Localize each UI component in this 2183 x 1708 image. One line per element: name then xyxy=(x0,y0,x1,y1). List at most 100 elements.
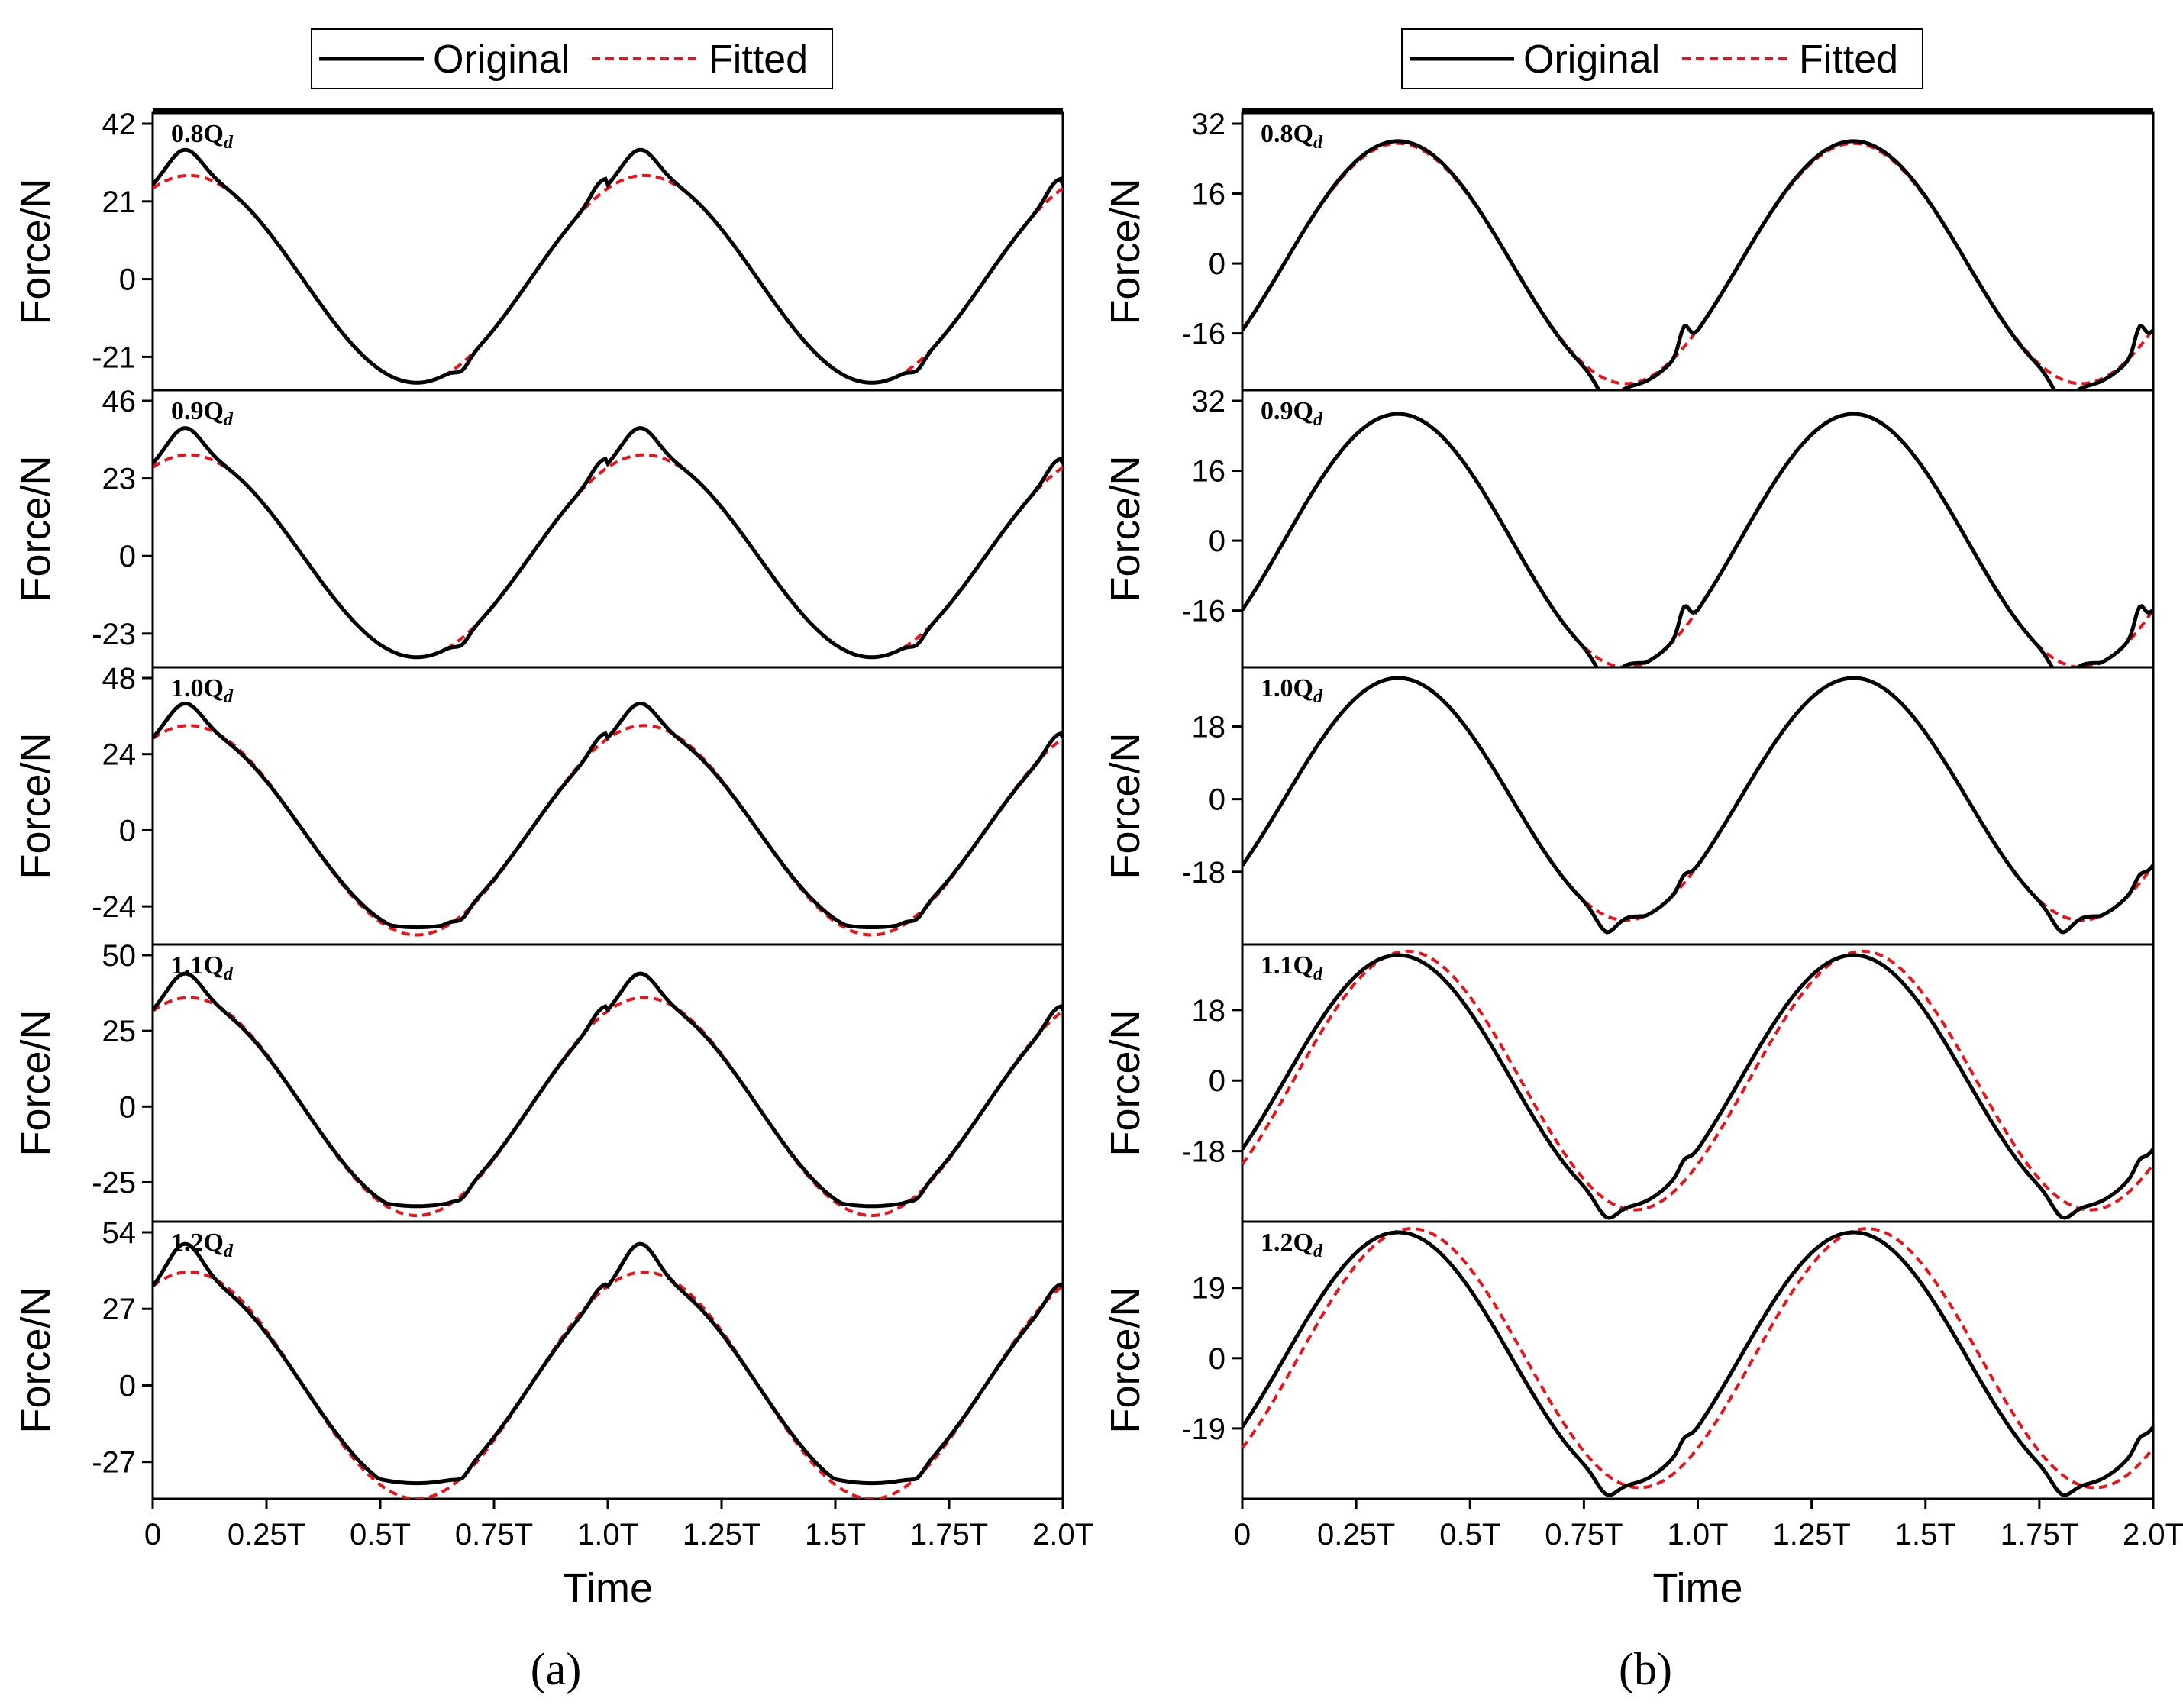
y-tick-label: -23 xyxy=(92,618,136,651)
panel-a-2: -24 0 24 48 Force/N 1.0Qd xyxy=(13,662,1064,946)
y-tick-label: -18 xyxy=(1181,856,1226,890)
panel-label: 0.8Qd xyxy=(1261,120,1323,153)
y-axis-title: Force/N xyxy=(1103,732,1148,879)
y-tick-label: 42 xyxy=(102,108,137,141)
y-axis-title: Force/N xyxy=(13,732,59,879)
x-tick-label: 0.5T xyxy=(350,1518,411,1551)
fitted-series xyxy=(1242,676,2153,922)
chart-b: -16 0 16 32 Force/N 0.8Qd -16 0 16 32 Force/N 0.9Qd… xyxy=(1103,108,2183,1611)
x-tick-label: 0.25T xyxy=(228,1518,305,1551)
y-tick-label: 23 xyxy=(102,463,137,496)
legend-b-original-label: Original xyxy=(1523,37,1660,82)
y-axis-title: Force/N xyxy=(13,1009,59,1156)
original-series xyxy=(1242,676,2153,935)
y-tick-label: 27 xyxy=(102,1293,137,1326)
y-tick-label: 0 xyxy=(119,540,136,573)
original-series xyxy=(1242,953,2153,1220)
y-tick-label: 0 xyxy=(1209,783,1226,817)
panel-label-subscript: d xyxy=(1313,687,1323,707)
legend-a-fitted-label: Fitted xyxy=(709,37,808,82)
y-tick-label: -27 xyxy=(92,1446,136,1480)
figure-label-b: (b) xyxy=(1619,1644,1672,1694)
panel-label: 1.1Qd xyxy=(171,951,234,984)
panel-label-subscript: d xyxy=(224,133,234,153)
x-tick-label: 0.5T xyxy=(1439,1518,1500,1551)
x-tick-label: 1.0T xyxy=(577,1518,638,1551)
y-axis-title: Force/N xyxy=(1103,455,1148,602)
panel-frame xyxy=(1241,111,2155,392)
panel-frame xyxy=(151,1220,1064,1500)
x-tick-label: 1.5T xyxy=(805,1518,866,1551)
figure-label-a: (a) xyxy=(531,1644,582,1694)
panel-label: 0.8Qd xyxy=(171,120,234,153)
x-axis-title: Time xyxy=(563,1565,653,1611)
fitted-series xyxy=(1242,412,2153,667)
original-series xyxy=(153,426,1063,660)
y-tick-label: 16 xyxy=(1192,178,1226,211)
y-tick-label: -24 xyxy=(92,890,136,924)
y-axis-title: Force/N xyxy=(1103,1287,1148,1433)
panel-a-3: -25 0 25 50 Force/N 1.1Qd xyxy=(13,939,1064,1223)
y-tick-label: 24 xyxy=(102,738,137,772)
panel-frame xyxy=(1241,666,2155,946)
panel-label: 1.0Qd xyxy=(171,674,234,707)
original-series xyxy=(1242,1230,2153,1497)
x-tick-label: 0.75T xyxy=(455,1518,533,1551)
original-series xyxy=(153,1241,1063,1486)
y-tick-label: -16 xyxy=(1181,595,1226,628)
panel-label-subscript: d xyxy=(1313,133,1323,153)
y-tick-label: -18 xyxy=(1181,1135,1226,1169)
y-tick-label: 21 xyxy=(102,186,137,219)
panel-label-subscript: d xyxy=(224,410,234,430)
legend-b-fitted-label: Fitted xyxy=(1799,37,1898,82)
y-tick-label: 19 xyxy=(1192,1272,1226,1306)
y-axis-title: Force/N xyxy=(1103,178,1148,324)
x-tick-label: 1.5T xyxy=(1895,1518,1956,1551)
panel-frame xyxy=(151,389,1064,669)
panel-b-1: -16 0 16 32 Force/N 0.9Qd xyxy=(1103,385,2155,669)
panel-frame xyxy=(151,943,1064,1223)
y-tick-label: 0 xyxy=(1209,1342,1226,1376)
chart-a-top-border xyxy=(153,108,1063,113)
y-tick-label: 54 xyxy=(102,1216,137,1250)
original-series xyxy=(153,701,1063,930)
legend-b: Original Fitted xyxy=(1401,28,1923,89)
panel-b-4: -19 0 19 Force/N 1.2Qd xyxy=(1103,1220,2155,1500)
original-series xyxy=(1242,139,2153,390)
fitted-series xyxy=(1242,141,2153,386)
y-tick-label: 48 xyxy=(102,662,137,696)
panel-label: 1.2Qd xyxy=(1261,1229,1323,1261)
y-tick-label: 32 xyxy=(1192,385,1226,418)
y-tick-label: -16 xyxy=(1181,318,1226,351)
fitted-series xyxy=(1242,1227,2153,1490)
original-series xyxy=(1242,412,2153,667)
panel-label: 0.9Qd xyxy=(1261,397,1323,430)
y-tick-label: 0 xyxy=(1209,525,1226,558)
y-tick-label: 0 xyxy=(1209,247,1226,281)
fitted-series xyxy=(153,453,1063,659)
y-tick-label: 18 xyxy=(1192,994,1226,1028)
x-axis-title: Time xyxy=(1653,1565,1743,1611)
x-tick-label: 0 xyxy=(144,1518,161,1551)
y-tick-label: 0 xyxy=(1209,1064,1226,1098)
panel-a-1: -23 0 23 46 Force/N 0.9Qd xyxy=(13,385,1064,669)
x-tick-label: 1.75T xyxy=(910,1518,988,1551)
y-tick-label: 32 xyxy=(1192,108,1226,141)
y-tick-label: 46 xyxy=(102,385,137,418)
panel-a-0: -21 0 21 42 Force/N 0.8Qd xyxy=(13,108,1064,392)
panel-label-subscript: d xyxy=(224,1241,234,1261)
y-axis-title: Force/N xyxy=(1103,1009,1148,1156)
panel-label: 1.0Qd xyxy=(1261,674,1323,707)
x-tick-label: 0.25T xyxy=(1317,1518,1395,1551)
x-tick-label: 2.0T xyxy=(1032,1518,1093,1551)
y-axis-title: Force/N xyxy=(13,455,59,602)
panel-frame xyxy=(1241,1220,2155,1500)
panel-b-0: -16 0 16 32 Force/N 0.8Qd xyxy=(1103,108,2155,392)
x-tick-label: 0 xyxy=(1234,1518,1251,1551)
original-series xyxy=(153,147,1063,385)
legend-a: Original Fitted xyxy=(311,28,833,89)
panel-frame xyxy=(1241,943,2155,1223)
chart-a: -21 0 21 42 Force/N 0.8Qd -23 0 23 46 Force/N 0.9Qd… xyxy=(13,108,1093,1611)
y-tick-label: -25 xyxy=(92,1166,136,1199)
